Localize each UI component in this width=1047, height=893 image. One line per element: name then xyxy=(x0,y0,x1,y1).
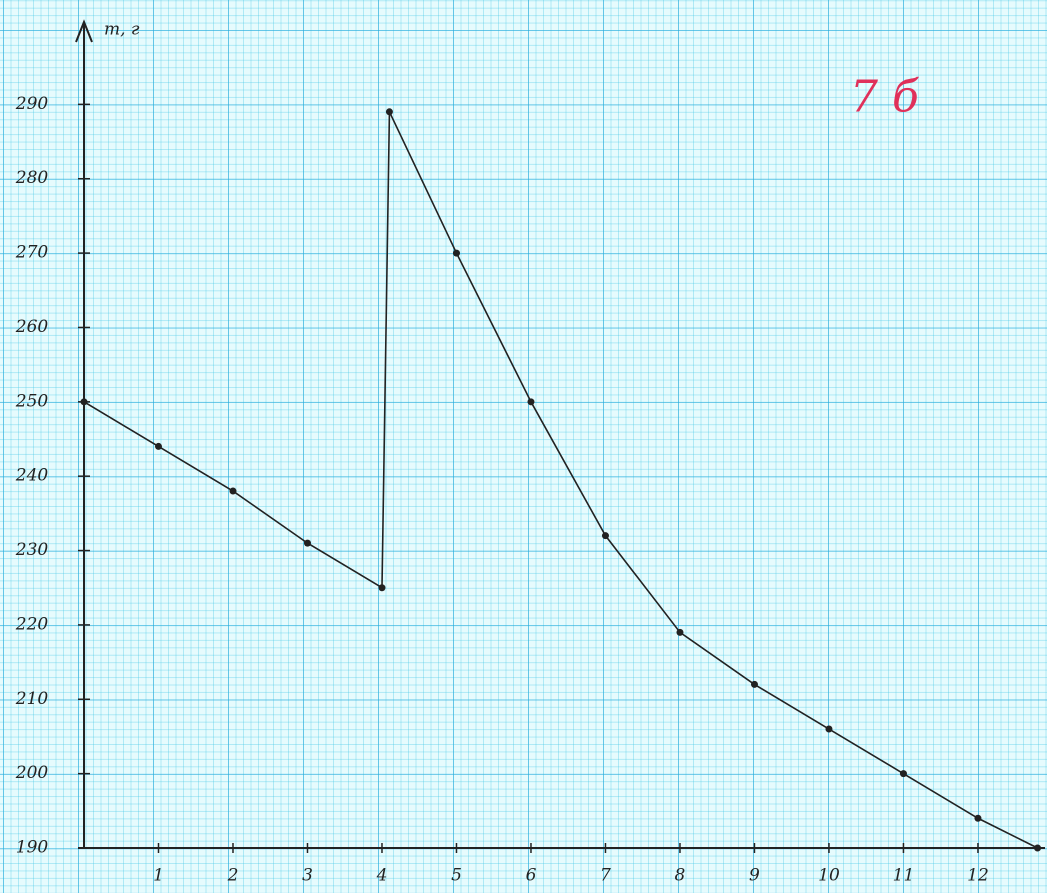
x-tick-label: 5 xyxy=(451,866,462,886)
y-tick-label: 260 xyxy=(15,317,49,337)
x-tick-label: 4 xyxy=(376,866,388,886)
annotation: 7 б xyxy=(850,72,919,123)
y-tick-label: 230 xyxy=(15,540,49,560)
data-point xyxy=(825,726,832,733)
data-point xyxy=(386,108,393,115)
x-tick-label: 11 xyxy=(893,866,915,886)
data-point xyxy=(602,532,609,539)
data-point xyxy=(453,250,460,257)
data-point xyxy=(751,681,758,688)
y-tick-label: 240 xyxy=(15,466,49,486)
x-tick-label: 6 xyxy=(526,866,537,886)
y-tick-label: 270 xyxy=(15,243,49,263)
x-tick-label: 1 xyxy=(153,866,164,886)
y-tick-label: 190 xyxy=(16,838,49,858)
data-point xyxy=(229,488,236,495)
x-tick-label: 2 xyxy=(227,866,239,886)
y-tick-label: 220 xyxy=(15,614,49,634)
data-point xyxy=(900,770,907,777)
y-tick-label: 210 xyxy=(15,689,49,709)
data-point xyxy=(527,398,534,405)
y-tick-label: 250 xyxy=(15,391,49,411)
x-tick-label: 12 xyxy=(967,866,989,886)
chart: m, г 7 б 1902002102202302402502602702802… xyxy=(0,0,1047,893)
x-tick-label: 9 xyxy=(749,866,760,886)
y-axis-label: m, г xyxy=(104,20,140,40)
data-point xyxy=(974,815,981,822)
data-line xyxy=(84,112,1038,848)
x-tick-label: 8 xyxy=(675,866,686,886)
data-point xyxy=(304,540,311,547)
y-tick-label: 290 xyxy=(15,94,49,114)
data-point xyxy=(1034,845,1041,852)
y-tick-label: 280 xyxy=(15,168,49,188)
x-tick-label: 10 xyxy=(818,866,840,886)
data-point xyxy=(81,398,88,405)
page: {"chart_data": {"type": "line", "y_label… xyxy=(0,0,1047,893)
data-point xyxy=(676,629,683,636)
data-point xyxy=(378,584,385,591)
data-point xyxy=(155,443,162,450)
x-tick-label: 3 xyxy=(302,866,313,886)
x-tick-label: 7 xyxy=(600,866,611,886)
y-tick-label: 200 xyxy=(15,763,49,783)
